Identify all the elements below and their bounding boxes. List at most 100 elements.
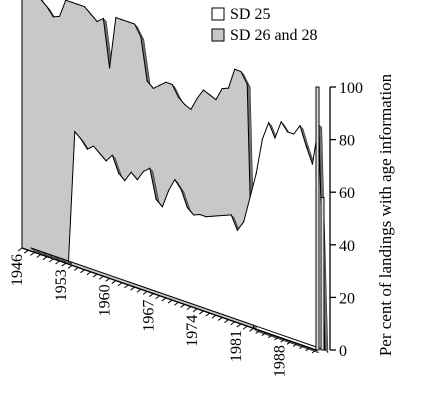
x-tick-mark <box>217 317 223 321</box>
sd25-point <box>249 197 251 199</box>
sd2628-point <box>140 36 142 38</box>
sd25-point <box>274 137 276 139</box>
sd25-point <box>136 179 138 181</box>
sd25-point <box>142 170 145 172</box>
sd25-point <box>168 189 170 192</box>
x-tick-mark <box>211 314 217 319</box>
sd25-point <box>261 138 264 140</box>
x-tick-mark <box>174 301 179 306</box>
sd2628-point <box>90 13 92 15</box>
x-tick-label: 1974 <box>184 315 201 347</box>
sd2628-point <box>46 6 48 8</box>
x-tick-mark <box>249 327 254 332</box>
x-tick-mark <box>105 277 110 282</box>
sd2628-point <box>108 67 111 69</box>
sd2628-point <box>209 94 211 96</box>
sd25-point <box>224 214 226 216</box>
x-tick-mark <box>180 304 185 308</box>
sd25-point <box>286 131 289 133</box>
x-tick-mark <box>67 264 73 269</box>
y-tick-label: 0 <box>339 343 347 360</box>
sd25-point <box>268 122 270 124</box>
x-tick-mark <box>111 280 117 284</box>
x-tick-label: 1967 <box>140 300 157 332</box>
sd25-point <box>324 349 326 351</box>
sd25-point <box>205 216 207 218</box>
sd2628-point <box>227 87 230 89</box>
x-tick-mark <box>186 306 192 310</box>
sd25-point <box>218 215 220 217</box>
sd25-point <box>255 172 257 175</box>
sd25-point <box>174 178 176 181</box>
x-tick-label: 1981 <box>228 330 245 362</box>
x-tick-mark <box>42 256 48 261</box>
sd25-point <box>30 247 32 249</box>
sd25-point <box>105 160 107 162</box>
sd2628-point <box>65 0 67 1</box>
x-tick-mark <box>242 325 248 330</box>
x-tick-mark <box>292 343 298 347</box>
sd2628-point <box>196 97 198 99</box>
x-tick-mark <box>286 340 292 345</box>
sd2628-point <box>58 15 61 18</box>
x-tick-mark <box>142 291 148 295</box>
legend-label-sd25: SD 25 <box>230 6 270 23</box>
sd2628-point <box>121 19 123 21</box>
sd2628-point <box>184 103 186 106</box>
x-tick-mark <box>48 258 54 263</box>
sd25-point <box>186 206 188 209</box>
x-tick-label: 1960 <box>97 284 114 316</box>
x-tick-mark <box>92 273 98 278</box>
sd25-point <box>149 167 151 169</box>
x-tick-mark <box>86 271 92 276</box>
x-tick-mark <box>255 330 261 334</box>
x-tick-mark <box>236 323 242 328</box>
x-tick-mark <box>192 308 198 313</box>
sd2628-point <box>202 89 205 91</box>
sd25-point <box>236 229 239 231</box>
sd25-point <box>199 213 201 216</box>
x-tick-mark <box>230 321 235 326</box>
x-tick-mark <box>311 349 317 354</box>
sd25-layer <box>30 120 329 354</box>
sd2628-point <box>234 68 236 70</box>
sd2628-point <box>246 83 248 85</box>
sd2628-point <box>52 16 54 18</box>
x-tick-label: 1946 <box>9 254 26 286</box>
x-tick-mark <box>274 336 279 341</box>
end-wall-front <box>320 196 325 351</box>
x-tick-label: 1988 <box>272 345 289 377</box>
legend-swatch-sd2628 <box>211 28 225 42</box>
sd2628-point <box>83 6 86 8</box>
sd25-point <box>155 198 157 200</box>
x-tick-mark <box>155 295 160 300</box>
sd25-point <box>311 163 314 165</box>
x-tick-mark <box>136 288 142 293</box>
sd25-point <box>130 171 132 173</box>
x-tick-label: 1953 <box>53 269 70 301</box>
x-tick-mark <box>99 275 104 280</box>
sd2628-point <box>127 21 129 23</box>
x-tick-mark <box>117 282 123 287</box>
x-tick-mark <box>280 338 286 343</box>
legend: SD 25 SD 26 and 28 <box>211 6 318 44</box>
sd25-point <box>67 260 70 262</box>
sd25-point <box>36 249 38 251</box>
sd25-point <box>293 133 295 135</box>
x-tick-mark <box>267 334 273 339</box>
x-tick-mark <box>36 254 42 258</box>
x-tick-mark <box>149 293 154 297</box>
x-tick-mark <box>73 267 79 271</box>
sd25-point <box>92 145 95 147</box>
x-tick-mark <box>205 312 210 317</box>
sd25-point <box>74 131 76 133</box>
sd25-point <box>42 251 45 253</box>
x-tick-mark <box>61 262 67 267</box>
x-axis-line <box>21 247 317 351</box>
x-tick-mark <box>199 310 204 315</box>
sd25-point <box>49 253 51 256</box>
sd2628-point <box>215 99 217 101</box>
y-tick-label: 20 <box>339 290 355 307</box>
y-tick-label: 80 <box>339 133 355 150</box>
x-tick-mark <box>161 297 167 302</box>
